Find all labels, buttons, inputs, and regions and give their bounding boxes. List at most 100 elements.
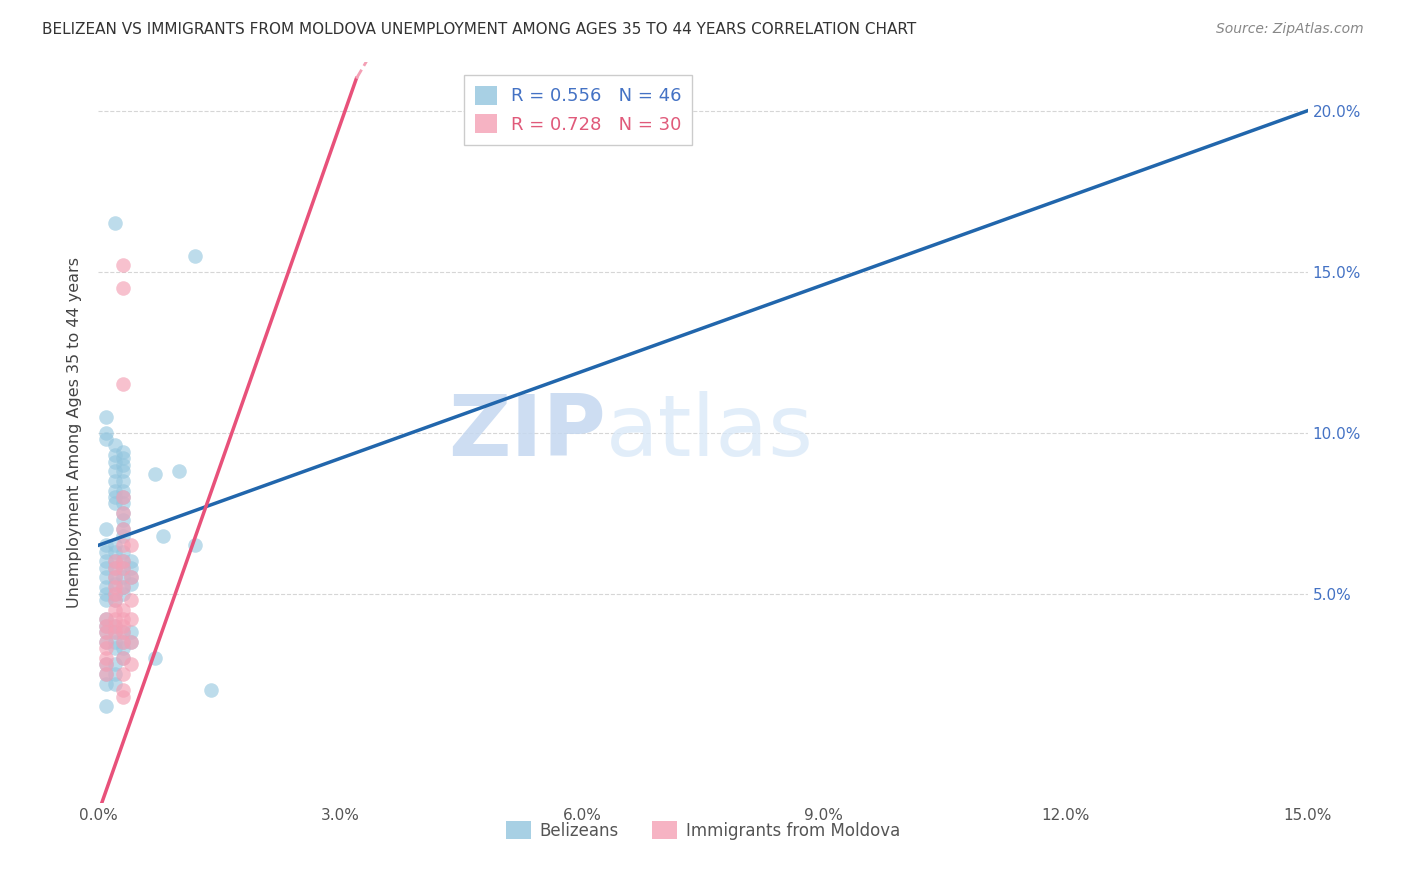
- Point: [111, 451, 134, 466]
- Point: [200, 683, 222, 698]
- Point: [96, 625, 118, 640]
- Point: [120, 570, 142, 584]
- Point: [111, 612, 134, 626]
- Point: [120, 554, 142, 568]
- Point: [120, 625, 142, 640]
- Point: [152, 528, 174, 542]
- Point: [103, 619, 125, 633]
- Point: [111, 570, 134, 584]
- Point: [96, 657, 118, 672]
- Point: [120, 570, 142, 584]
- Point: [103, 593, 125, 607]
- Point: [111, 490, 134, 504]
- Point: [96, 657, 118, 672]
- Point: [103, 641, 125, 656]
- Point: [111, 667, 134, 681]
- Point: [103, 612, 125, 626]
- Point: [111, 490, 134, 504]
- Point: [111, 506, 134, 520]
- Point: [96, 522, 118, 536]
- Point: [103, 570, 125, 584]
- Point: [111, 625, 134, 640]
- Point: [184, 249, 207, 263]
- Y-axis label: Unemployment Among Ages 35 to 44 years: Unemployment Among Ages 35 to 44 years: [67, 257, 83, 608]
- Point: [96, 554, 118, 568]
- Point: [96, 635, 118, 649]
- Point: [103, 538, 125, 552]
- Point: [120, 657, 142, 672]
- Point: [184, 538, 207, 552]
- Point: [103, 593, 125, 607]
- Point: [103, 657, 125, 672]
- Point: [120, 577, 142, 591]
- Point: [111, 690, 134, 704]
- Point: [103, 438, 125, 452]
- Point: [111, 586, 134, 600]
- Point: [111, 554, 134, 568]
- Point: [120, 612, 142, 626]
- Point: [103, 490, 125, 504]
- Point: [96, 586, 118, 600]
- Point: [96, 651, 118, 665]
- Point: [96, 561, 118, 575]
- Point: [96, 538, 118, 552]
- Point: [103, 483, 125, 498]
- Point: [96, 625, 118, 640]
- Point: [103, 625, 125, 640]
- Point: [96, 580, 118, 594]
- Point: [103, 554, 125, 568]
- Point: [111, 496, 134, 510]
- Point: [111, 651, 134, 665]
- Point: [103, 619, 125, 633]
- Point: [120, 635, 142, 649]
- Point: [103, 602, 125, 616]
- Point: [143, 467, 166, 482]
- Point: [103, 561, 125, 575]
- Point: [111, 580, 134, 594]
- Point: [103, 580, 125, 594]
- Point: [111, 522, 134, 536]
- Point: [103, 216, 125, 230]
- Point: [120, 561, 142, 575]
- Point: [96, 641, 118, 656]
- Point: [111, 554, 134, 568]
- Point: [103, 577, 125, 591]
- Point: [103, 448, 125, 462]
- Point: [96, 667, 118, 681]
- Point: [111, 561, 134, 575]
- Point: [96, 432, 118, 446]
- Point: [111, 281, 134, 295]
- Point: [103, 625, 125, 640]
- Text: atlas: atlas: [606, 391, 814, 475]
- Point: [103, 454, 125, 468]
- Point: [96, 612, 118, 626]
- Point: [111, 522, 134, 536]
- Point: [96, 635, 118, 649]
- Point: [96, 593, 118, 607]
- Point: [96, 619, 118, 633]
- Point: [96, 612, 118, 626]
- Point: [103, 635, 125, 649]
- Point: [103, 586, 125, 600]
- Point: [111, 483, 134, 498]
- Point: [96, 676, 118, 690]
- Point: [96, 699, 118, 714]
- Point: [111, 651, 134, 665]
- Point: [120, 593, 142, 607]
- Point: [111, 641, 134, 656]
- Point: [103, 561, 125, 575]
- Point: [111, 683, 134, 698]
- Point: [96, 409, 118, 424]
- Point: [96, 545, 118, 559]
- Point: [111, 619, 134, 633]
- Point: [103, 545, 125, 559]
- Point: [111, 635, 134, 649]
- Point: [111, 464, 134, 478]
- Point: [103, 586, 125, 600]
- Point: [111, 545, 134, 559]
- Point: [103, 570, 125, 584]
- Point: [111, 258, 134, 272]
- Point: [103, 464, 125, 478]
- Point: [96, 425, 118, 440]
- Point: [111, 377, 134, 392]
